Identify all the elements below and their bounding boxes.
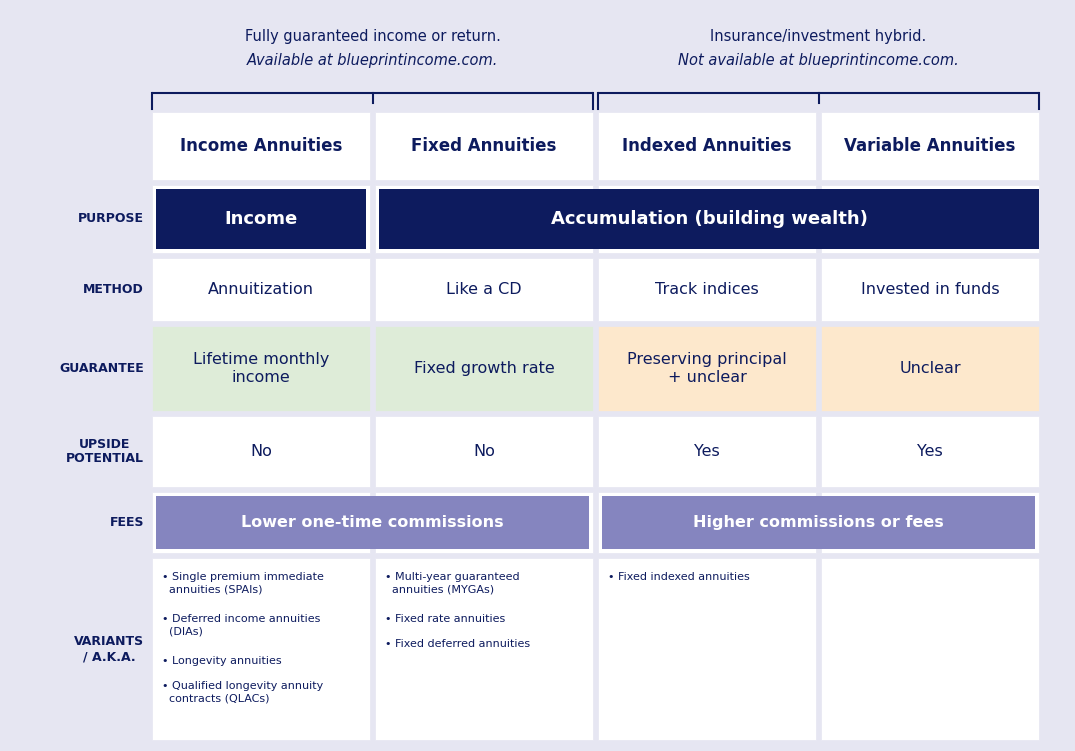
Bar [152,258,370,321]
Bar [375,326,593,411]
Text: Insurance/investment hybrid.: Insurance/investment hybrid. [711,29,927,44]
Text: VARIANTS
/ A.K.A.: VARIANTS / A.K.A. [74,635,144,663]
Bar [375,185,593,253]
Text: Income: Income [225,210,298,228]
Text: Indexed Annuities: Indexed Annuities [622,137,792,155]
Text: Yes: Yes [917,444,943,459]
Text: Variable Annuities: Variable Annuities [844,137,1016,155]
Text: Lower one-time commissions: Lower one-time commissions [241,515,504,530]
Text: Not available at blueprintincome.com.: Not available at blueprintincome.com. [678,53,959,68]
Text: Preserving principal
+ unclear: Preserving principal + unclear [627,352,787,385]
Bar [821,558,1040,740]
Bar [598,258,816,321]
Text: GUARANTEE: GUARANTEE [59,362,144,375]
Bar [375,492,593,553]
Text: Income Annuities: Income Annuities [180,137,342,155]
Text: Invested in funds: Invested in funds [861,282,1000,297]
Text: No: No [250,444,272,459]
Bar [821,326,1040,411]
Bar [152,112,370,180]
Text: • Fixed indexed annuities: • Fixed indexed annuities [608,572,749,582]
Bar [375,258,593,321]
Text: • Multi-year guaranteed
  annuities (MYGAs): • Multi-year guaranteed annuities (MYGAs… [385,572,519,594]
Bar [598,326,816,411]
Text: Fixed Annuities: Fixed Annuities [412,137,557,155]
Text: Track indices: Track indices [655,282,759,297]
Text: • Fixed deferred annuities: • Fixed deferred annuities [385,639,530,649]
Bar [152,558,370,740]
Bar [821,492,1040,553]
Bar [821,185,1040,253]
Bar [375,416,593,487]
Text: • Fixed rate annuities: • Fixed rate annuities [385,614,505,624]
Bar [598,558,816,740]
Text: Fixed growth rate: Fixed growth rate [414,361,555,376]
Text: Unclear: Unclear [899,361,961,376]
Text: Accumulation (building wealth): Accumulation (building wealth) [550,210,868,228]
Bar [152,416,370,487]
Text: • Deferred income annuities
  (DIAs): • Deferred income annuities (DIAs) [162,614,320,636]
Bar [375,326,593,411]
Bar [375,112,593,180]
Bar [379,189,1040,249]
Text: Annuitization: Annuitization [207,282,314,297]
Text: • Longevity annuities: • Longevity annuities [162,656,282,666]
Text: Fully guaranteed income or return.: Fully guaranteed income or return. [245,29,501,44]
Bar [602,496,1035,549]
Text: Higher commissions or fees: Higher commissions or fees [693,515,944,530]
Text: PURPOSE: PURPOSE [78,213,144,225]
Bar [821,326,1040,411]
Text: METHOD: METHOD [83,283,144,296]
Text: • Qualified longevity annuity
  contracts (QLACs): • Qualified longevity annuity contracts … [162,681,324,704]
Text: Available at blueprintincome.com.: Available at blueprintincome.com. [247,53,498,68]
Bar [152,326,370,411]
Bar [598,185,816,253]
Text: Like a CD: Like a CD [446,282,521,297]
Text: No: No [473,444,494,459]
Bar [152,492,370,553]
Text: • Single premium immediate
  annuities (SPAIs): • Single premium immediate annuities (SP… [162,572,324,594]
Text: FEES: FEES [110,516,144,529]
Bar [598,492,816,553]
Text: Yes: Yes [694,444,720,459]
Bar [152,185,370,253]
Bar [821,112,1040,180]
Bar [375,558,593,740]
Text: Lifetime monthly
income: Lifetime monthly income [192,352,329,385]
Bar [156,496,589,549]
Text: UPSIDE
POTENTIAL: UPSIDE POTENTIAL [66,438,144,466]
Bar [598,416,816,487]
Bar [156,189,366,249]
Bar [821,258,1040,321]
Bar [598,112,816,180]
Bar [152,326,370,411]
Bar [598,326,816,411]
Bar [821,416,1040,487]
